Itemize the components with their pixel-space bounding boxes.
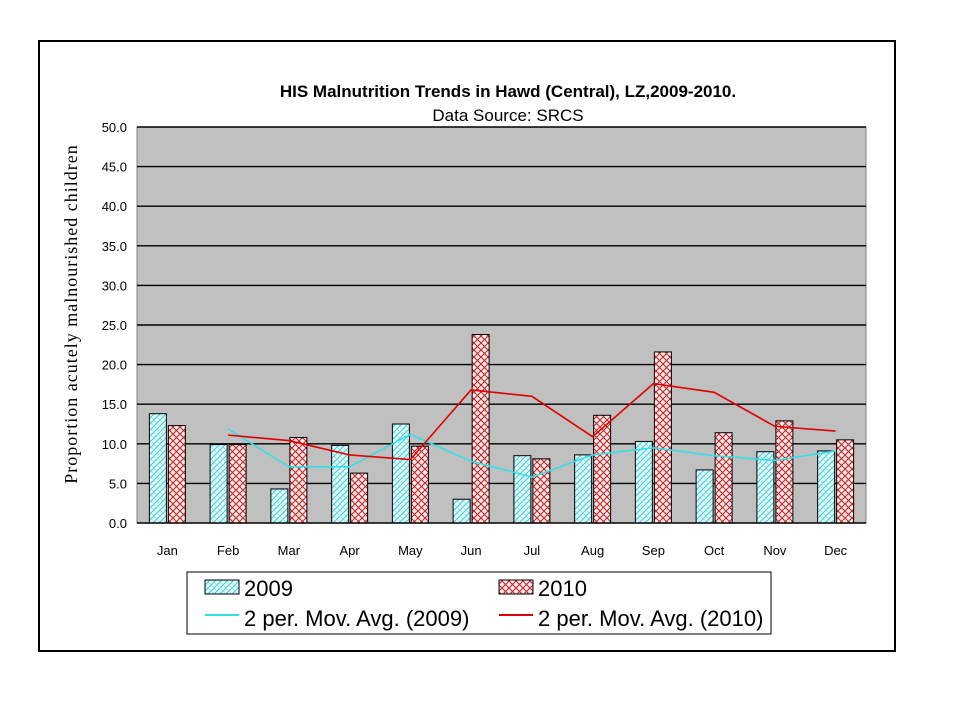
y-tick-label: 45.0 (102, 160, 127, 175)
x-tick-label: Aug (581, 543, 604, 558)
legend: 2009 2010 2 per. Mov. Avg. (2009) 2 per.… (186, 571, 772, 635)
legend-swatch-2010 (498, 579, 534, 595)
bar-2009-oct (695, 469, 714, 524)
bar-2010-jan (167, 425, 186, 524)
legend-box (186, 571, 772, 635)
x-tick-label: Jul (524, 543, 541, 558)
bar-2010-oct (714, 432, 733, 524)
y-tick-label: 35.0 (102, 239, 127, 254)
y-tick-label: 0.0 (109, 516, 127, 531)
bar-2010-sep (653, 351, 672, 524)
y-tick-label: 40.0 (102, 199, 127, 214)
bar-2010-jul (532, 458, 551, 524)
y-axis-label: Proportion acutely malnourished children (61, 144, 81, 483)
x-tick-label: Sep (642, 543, 665, 558)
bar-2010-dec (836, 439, 855, 524)
y-tick-label: 15.0 (102, 397, 127, 412)
bars (148, 334, 855, 524)
y-tick-label: 25.0 (102, 318, 127, 333)
legend-label-mavg-2009: 2 per. Mov. Avg. (2009) (244, 606, 469, 631)
bar-2010-may (410, 445, 429, 524)
mavg-line-2009 (227, 428, 836, 478)
bar-2009-aug (574, 454, 593, 524)
x-tick-label: Dec (824, 543, 848, 558)
y-tick-label: 10.0 (102, 437, 127, 452)
bar-2009-mar (270, 488, 289, 524)
moving-average-lines (227, 382, 836, 478)
chart-subtitle: Data Source: SRCS (432, 106, 583, 125)
legend-label-2009: 2009 (244, 576, 293, 601)
x-tick-label: Nov (763, 543, 787, 558)
bar-2009-sep (634, 440, 653, 524)
bar-2009-nov (756, 451, 775, 524)
x-tick-label: Mar (278, 543, 301, 558)
legend-label-mavg-2010: 2 per. Mov. Avg. (2010) (538, 606, 763, 631)
bar-2010-mar (289, 436, 308, 524)
x-tick-label: Jan (157, 543, 178, 558)
mavg-line-2010 (228, 382, 836, 461)
x-tick-label: Feb (217, 543, 239, 558)
x-tick-label: Oct (704, 543, 725, 558)
bar-2010-feb (228, 444, 247, 524)
y-tick-label: 50.0 (102, 120, 127, 135)
legend-swatch-2009 (204, 579, 240, 595)
y-tick-label: 20.0 (102, 358, 127, 373)
legend-label-2010: 2010 (538, 576, 587, 601)
bar-2009-jul (513, 455, 532, 524)
chart-frame: HIS Malnutrition Trends in Hawd (Central… (38, 40, 896, 652)
bar-2009-jan (148, 413, 167, 524)
bar-2009-apr (331, 444, 350, 524)
gridlines (137, 126, 866, 485)
y-tick-labels: 0.0 5.0 10.0 15.0 20.0 25.0 30.0 35.0 40.0 45.0 50… (102, 120, 127, 531)
y-tick-label: 30.0 (102, 278, 127, 293)
x-tick-label: Jun (461, 543, 482, 558)
x-tick-labels: Jan Feb Mar Apr May Jun Jul Aug Sep Oct Nov Dec (157, 543, 848, 558)
chart: HIS Malnutrition Trends in Hawd (Central… (61, 82, 867, 635)
bar-2010-jun (471, 334, 490, 524)
bar-2009-feb (209, 444, 228, 524)
x-tick-label: May (398, 543, 423, 558)
y-tick-label: 5.0 (109, 476, 127, 491)
bar-2009-dec (817, 450, 836, 524)
x-tick-label: Apr (340, 543, 361, 558)
bar-2010-nov (775, 420, 794, 524)
chart-title: HIS Malnutrition Trends in Hawd (Central… (280, 82, 736, 101)
bar-2009-jun (452, 498, 471, 524)
bar-2010-apr (350, 472, 369, 524)
bar-2010-aug (593, 414, 612, 524)
